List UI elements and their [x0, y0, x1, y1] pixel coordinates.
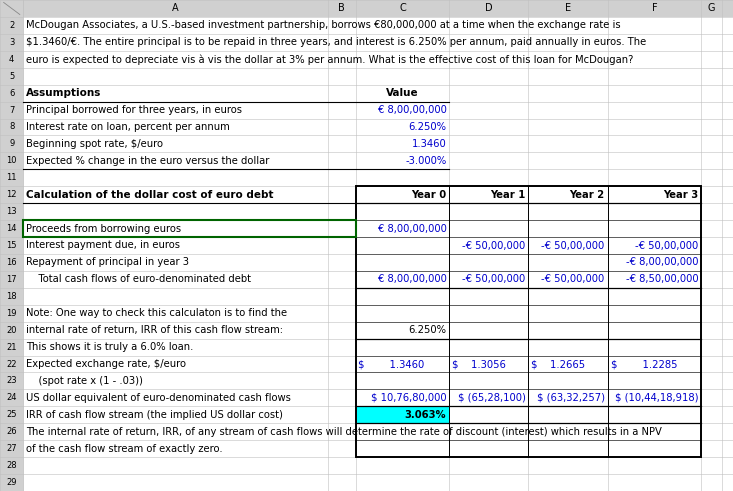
- Text: 9: 9: [9, 139, 15, 148]
- Text: of the cash flow stream of exactly zero.: of the cash flow stream of exactly zero.: [26, 444, 223, 454]
- Text: Total cash flows of euro-denominated debt: Total cash flows of euro-denominated deb…: [26, 274, 251, 284]
- Text: 12: 12: [7, 190, 17, 199]
- Bar: [0, 0, 733, 17]
- Text: -€ 50,00,000: -€ 50,00,000: [636, 241, 699, 250]
- Text: Principal borrowed for three years, in euros: Principal borrowed for three years, in e…: [26, 105, 243, 115]
- Text: 28: 28: [7, 461, 17, 470]
- Text: 25: 25: [7, 410, 17, 419]
- Text: US dollar equivalent of euro-denominated cash flows: US dollar equivalent of euro-denominated…: [26, 393, 291, 403]
- Text: $ (63,32,257): $ (63,32,257): [537, 393, 605, 403]
- Text: C: C: [399, 3, 406, 13]
- Text: 6.250%: 6.250%: [408, 122, 446, 132]
- Text: Year 3: Year 3: [663, 190, 699, 200]
- Text: Proceeds from borrowing euros: Proceeds from borrowing euros: [26, 223, 182, 234]
- Text: -€ 8,00,00,000: -€ 8,00,00,000: [626, 257, 699, 268]
- Text: Interest payment due, in euros: Interest payment due, in euros: [26, 241, 180, 250]
- Text: E: E: [565, 3, 571, 13]
- Text: internal rate of return, IRR of this cash flow stream:: internal rate of return, IRR of this cas…: [26, 325, 284, 335]
- Text: 14: 14: [7, 224, 17, 233]
- Text: -€ 50,00,000: -€ 50,00,000: [542, 274, 605, 284]
- Text: 6: 6: [9, 88, 15, 98]
- Text: -3.000%: -3.000%: [405, 156, 446, 166]
- Text: $1.3460/€. The entire principal is to be repaid in three years, and interest is : $1.3460/€. The entire principal is to be…: [26, 37, 647, 47]
- Text: 16: 16: [7, 258, 17, 267]
- Text: Expected exchange rate, $/euro: Expected exchange rate, $/euro: [26, 359, 186, 369]
- Text: (spot rate x (1 - .03)): (spot rate x (1 - .03)): [26, 376, 143, 386]
- Text: Year 1: Year 1: [490, 190, 526, 200]
- Text: 29: 29: [7, 478, 17, 487]
- Text: € 8,00,00,000: € 8,00,00,000: [377, 274, 446, 284]
- Text: $    1.2665: $ 1.2665: [531, 359, 586, 369]
- Text: -€ 50,00,000: -€ 50,00,000: [463, 274, 526, 284]
- Text: 17: 17: [7, 275, 17, 284]
- Text: 8: 8: [9, 122, 15, 132]
- Text: 22: 22: [7, 359, 17, 369]
- Bar: [23, 220, 356, 237]
- Text: -€ 50,00,000: -€ 50,00,000: [463, 241, 526, 250]
- Text: G: G: [708, 3, 715, 13]
- Text: The internal rate of return, IRR, of any stream of cash flows will determine the: The internal rate of return, IRR, of any…: [26, 427, 662, 436]
- Text: 24: 24: [7, 393, 17, 403]
- Text: 15: 15: [7, 241, 17, 250]
- Text: Year 0: Year 0: [411, 190, 446, 200]
- Text: Interest rate on loan, percent per annum: Interest rate on loan, percent per annum: [26, 122, 230, 132]
- Text: 23: 23: [7, 377, 17, 385]
- Text: Year 2: Year 2: [570, 190, 605, 200]
- Text: A: A: [172, 3, 179, 13]
- Text: 27: 27: [7, 444, 17, 453]
- Text: € 8,00,00,000: € 8,00,00,000: [377, 105, 446, 115]
- Text: 11: 11: [7, 173, 17, 182]
- Text: Calculation of the dollar cost of euro debt: Calculation of the dollar cost of euro d…: [26, 190, 274, 200]
- Text: $ (65,28,100): $ (65,28,100): [457, 393, 526, 403]
- Text: $        1.3460: $ 1.3460: [358, 359, 424, 369]
- Text: Value: Value: [386, 88, 419, 98]
- Text: euro is expected to depreciate vis à vis the dollar at 3% per annum. What is the: euro is expected to depreciate vis à vis…: [26, 54, 634, 64]
- Text: $        1.2285: $ 1.2285: [611, 359, 677, 369]
- Text: Assumptions: Assumptions: [26, 88, 102, 98]
- Text: 4: 4: [9, 55, 15, 64]
- Text: $    1.3056: $ 1.3056: [452, 359, 506, 369]
- Text: 6.250%: 6.250%: [408, 325, 446, 335]
- Text: D: D: [485, 3, 493, 13]
- Text: IRR of cash flow stream (the implied US dollar cost): IRR of cash flow stream (the implied US …: [26, 410, 283, 420]
- Text: Repayment of principal in year 3: Repayment of principal in year 3: [26, 257, 189, 268]
- Text: 19: 19: [7, 309, 17, 318]
- Text: $ 10,76,80,000: $ 10,76,80,000: [371, 393, 446, 403]
- Text: 26: 26: [7, 427, 17, 436]
- Bar: [356, 407, 449, 423]
- Text: 10: 10: [7, 156, 17, 165]
- Text: -€ 50,00,000: -€ 50,00,000: [542, 241, 605, 250]
- Text: McDougan Associates, a U.S.-based investment partnership, borrows €80,000,000 at: McDougan Associates, a U.S.-based invest…: [26, 21, 621, 30]
- Text: 3.063%: 3.063%: [405, 410, 446, 420]
- Text: 18: 18: [7, 292, 17, 301]
- Text: Note: One way to check this calculaton is to find the: Note: One way to check this calculaton i…: [26, 308, 287, 318]
- Text: 20: 20: [7, 326, 17, 335]
- Text: 13: 13: [7, 207, 17, 216]
- Text: 1.3460: 1.3460: [412, 139, 446, 149]
- Text: 3: 3: [9, 38, 15, 47]
- Text: -€ 8,50,00,000: -€ 8,50,00,000: [626, 274, 699, 284]
- Text: 5: 5: [9, 72, 15, 81]
- Text: This shows it is truly a 6.0% loan.: This shows it is truly a 6.0% loan.: [26, 342, 194, 352]
- Bar: [356, 186, 701, 457]
- Text: € 8,00,00,000: € 8,00,00,000: [377, 223, 446, 234]
- Text: 2: 2: [9, 21, 15, 30]
- Bar: [0, 0, 23, 491]
- Text: Beginning spot rate, $/euro: Beginning spot rate, $/euro: [26, 139, 163, 149]
- Text: Expected % change in the euro versus the dollar: Expected % change in the euro versus the…: [26, 156, 270, 166]
- Text: $ (10,44,18,918): $ (10,44,18,918): [615, 393, 699, 403]
- Text: B: B: [338, 3, 345, 13]
- Text: F: F: [652, 3, 658, 13]
- Text: 21: 21: [7, 343, 17, 352]
- Text: 7: 7: [9, 106, 15, 114]
